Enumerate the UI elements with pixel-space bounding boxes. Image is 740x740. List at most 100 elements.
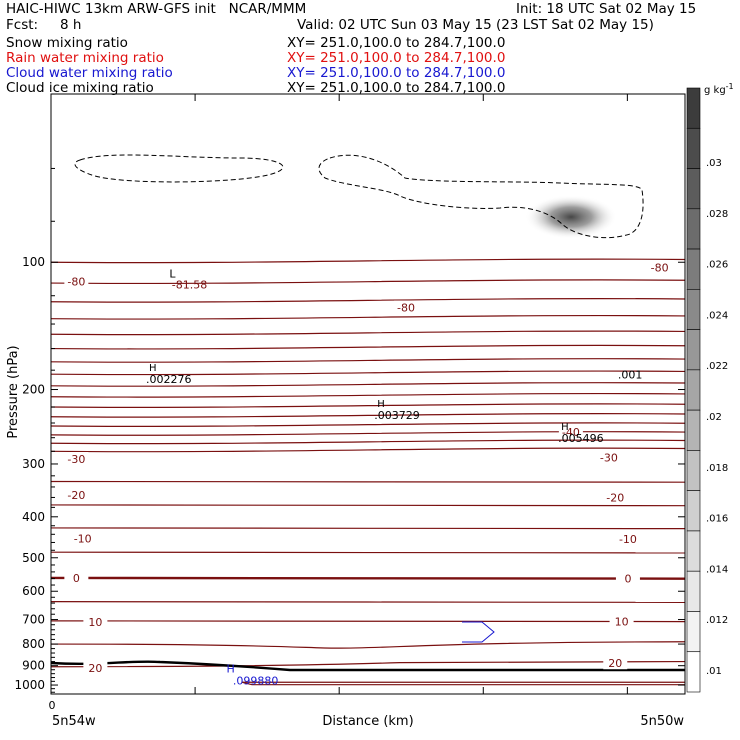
temperature-low-value: -81.58 <box>172 279 207 292</box>
temperature-contour <box>50 431 686 436</box>
colorbar-swatch <box>686 208 701 250</box>
temperature-contour <box>50 413 686 418</box>
temperature-low-marker: L <box>169 268 176 281</box>
cloud-water-contour <box>462 621 495 643</box>
colorbar-label: .014 <box>706 564 728 575</box>
x-left-location: 5n54w <box>52 714 96 729</box>
temperature-contour <box>50 314 686 320</box>
field-cloudwater-label: Cloud water mixing ratio <box>6 65 173 81</box>
field-cloudice-xy: XY= 251.0,100.0 to 284.7,100.0 <box>287 80 506 96</box>
snow-max-value: .002276 <box>146 373 192 386</box>
colorbar-swatch <box>686 289 701 330</box>
colorbar-label: .028 <box>706 209 728 220</box>
temperature-contour <box>50 330 686 336</box>
colorbar-label: .026 <box>706 260 728 271</box>
snow-max-shading <box>525 195 617 239</box>
temperature-contours <box>50 258 686 686</box>
field-snow-xy: XY= 251.0,100.0 to 284.7,100.0 <box>287 35 506 51</box>
forecast-label: Fcst: <box>6 17 39 33</box>
snow-contour-2 <box>318 154 644 239</box>
y-tick-label: 500 <box>22 551 45 565</box>
temperature-label: 0 <box>624 573 631 586</box>
colorbar-swatch <box>686 490 701 532</box>
temperature-contour <box>50 576 686 580</box>
snow-contours <box>74 154 644 239</box>
temperature-contour <box>50 392 686 398</box>
temperature-contour <box>241 681 685 686</box>
field-cloudwater-xy: XY= 251.0,100.0 to 284.7,100.0 <box>287 65 506 81</box>
temperature-label-bg <box>647 260 672 274</box>
temperature-label-bg <box>615 531 640 545</box>
colorbar-label: .01 <box>706 666 722 677</box>
temperature-label: -10 <box>619 533 637 546</box>
temperature-contour <box>50 403 686 408</box>
cloud-water-max-value: .099880 <box>233 675 279 688</box>
y-tick-label: 300 <box>22 457 45 471</box>
colorbar-swatch <box>686 168 701 210</box>
temperature-label-bg <box>64 570 89 584</box>
temperature-label: -80 <box>397 302 415 315</box>
temperature-contour <box>50 439 686 445</box>
y-tick-label: 800 <box>22 637 45 651</box>
temperature-label-bg <box>603 490 628 504</box>
colorbar-unit: g kg-1 <box>704 82 734 96</box>
y-axis-title: Pressure (hPa) <box>6 345 21 438</box>
temperature-label: -40 <box>562 426 580 439</box>
x-axis <box>50 94 628 694</box>
x-tick-zero: 0 <box>49 699 56 712</box>
snow-contour-1 <box>74 154 284 183</box>
forecast-hour: 8 h <box>60 17 82 33</box>
temperature-contour <box>50 504 686 507</box>
temperature-label: -30 <box>600 452 618 465</box>
temperature-contour <box>50 551 686 554</box>
temperature-label-bg <box>394 300 419 314</box>
temperature-label: 20 <box>88 662 102 675</box>
temperature-contour <box>50 382 686 387</box>
temperature-contour <box>50 480 686 483</box>
y-tick-label: 900 <box>22 659 45 673</box>
y-tick-label: 100 <box>22 255 45 269</box>
temperature-label-bg <box>70 531 95 545</box>
temperature-label-bg <box>603 656 628 670</box>
temperature-labels: -80 -80 -80 -30 -30 -40 -20 -20 -10 -10 0 0 10 10 20 20 <box>64 260 672 675</box>
temperature-contour <box>50 279 686 285</box>
temperature-label: 20 <box>608 657 622 670</box>
y-tick-label: 200 <box>22 383 45 397</box>
terrain-line <box>50 660 685 672</box>
cloud-water-max-marker: H <box>227 663 235 676</box>
colorbar-swatch <box>686 570 701 612</box>
snow-max-value: .003729 <box>374 409 420 422</box>
x-right-location: 5n50w <box>640 714 684 729</box>
temperature-label: -80 <box>67 275 85 288</box>
valid-time: Valid: 02 UTC Sun 03 May 15 (23 LST Sat … <box>297 17 654 33</box>
colorbar: .01 .012 .014 .016 .018 .02 .022 .024 .026 .028 .0… <box>686 87 728 693</box>
temperature-contour <box>50 620 686 623</box>
temperature-contour <box>50 370 686 376</box>
temperature-label-bg <box>64 487 89 501</box>
temperature-label: -80 <box>651 262 669 275</box>
temperature-label-bg <box>83 614 108 628</box>
y-tick-label: 1000 <box>14 678 45 692</box>
colorbar-unit-exponent: -1 <box>726 82 734 91</box>
temperature-contour <box>50 358 686 363</box>
temperature-label: 10 <box>88 616 102 629</box>
colorbar-label: .02 <box>706 412 722 423</box>
temperature-contour <box>50 641 686 649</box>
colorbar-swatch <box>686 369 701 411</box>
colorbar-label: .022 <box>706 361 728 372</box>
temperature-contour <box>50 447 686 453</box>
plot-frame <box>50 93 686 695</box>
field-rain-xy: XY= 251.0,100.0 to 284.7,100.0 <box>287 50 506 66</box>
temperature-label-bg <box>83 661 108 675</box>
temperature-label: 0 <box>73 572 80 585</box>
temperature-contour <box>50 660 686 668</box>
field-rain-label: Rain water mixing ratio <box>6 50 164 66</box>
colorbar-swatch <box>686 329 701 371</box>
colorbar-swatch <box>686 530 701 572</box>
colorbar-swatch <box>686 611 701 653</box>
temperature-label-bg <box>64 274 89 288</box>
colorbar-swatch <box>686 450 701 491</box>
